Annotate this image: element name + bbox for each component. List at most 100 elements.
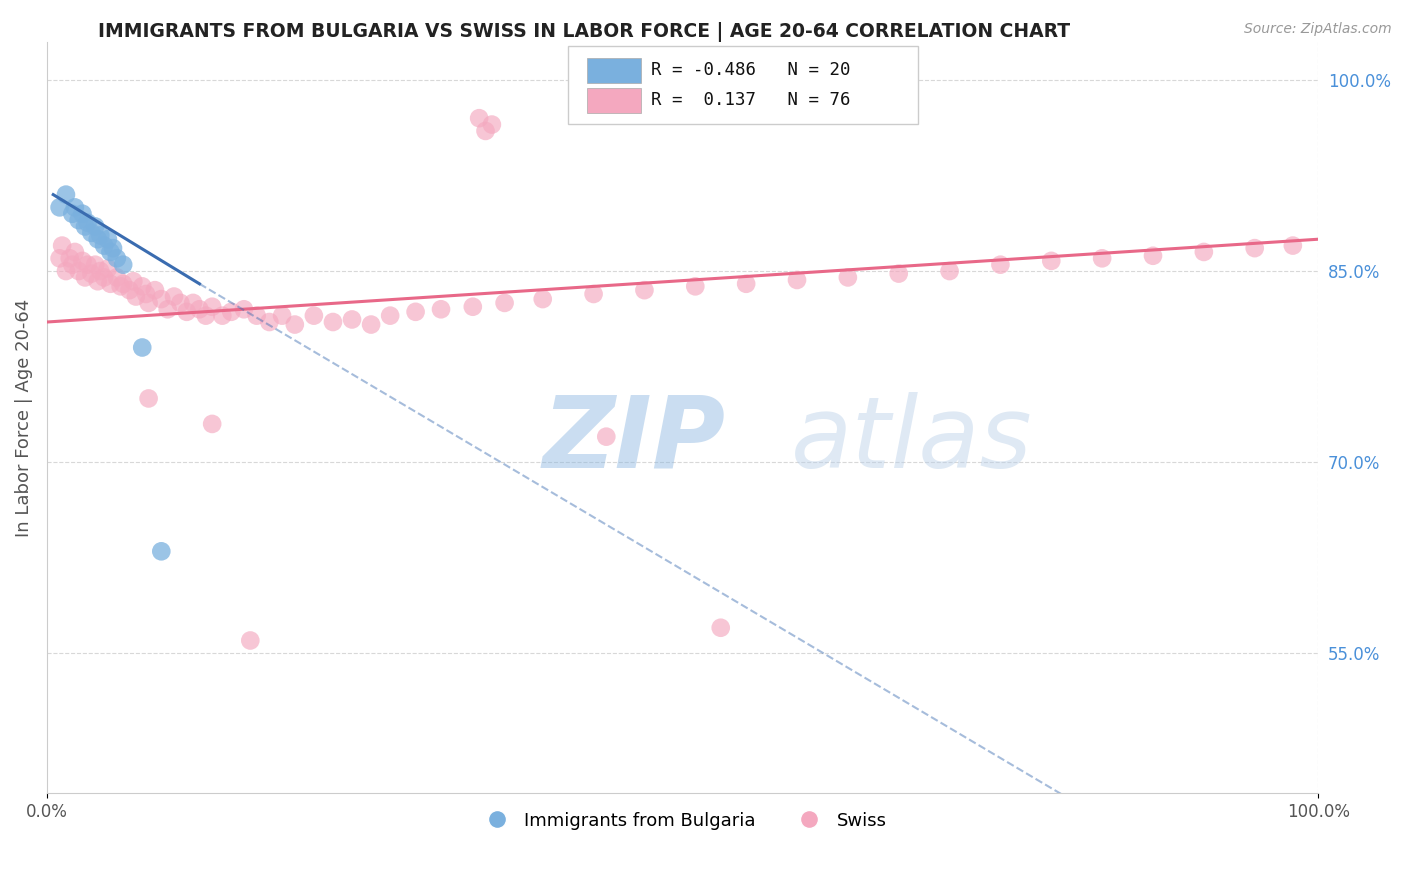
Point bbox=[87, 274, 110, 288]
Point bbox=[322, 315, 344, 329]
Point bbox=[135, 287, 157, 301]
Point bbox=[494, 296, 516, 310]
Point bbox=[138, 392, 160, 406]
Point bbox=[1282, 238, 1305, 252]
Point bbox=[63, 244, 86, 259]
Point bbox=[63, 200, 86, 214]
Text: IMMIGRANTS FROM BULGARIA VS SWISS IN LABOR FORCE | AGE 20-64 CORRELATION CHART: IMMIGRANTS FROM BULGARIA VS SWISS IN LAB… bbox=[98, 22, 1070, 42]
Point bbox=[89, 264, 111, 278]
Point bbox=[169, 296, 191, 310]
Point bbox=[97, 261, 120, 276]
Point bbox=[112, 258, 135, 272]
FancyBboxPatch shape bbox=[568, 45, 918, 125]
Point bbox=[76, 258, 98, 272]
Point bbox=[72, 253, 94, 268]
Point bbox=[60, 258, 83, 272]
Y-axis label: In Labor Force | Age 20-64: In Labor Force | Age 20-64 bbox=[15, 299, 32, 537]
Point bbox=[1243, 241, 1265, 255]
Point bbox=[122, 274, 145, 288]
Point bbox=[156, 302, 179, 317]
Point bbox=[93, 238, 115, 252]
Point bbox=[735, 277, 758, 291]
Point bbox=[259, 315, 281, 329]
Point bbox=[143, 283, 166, 297]
Point bbox=[685, 279, 707, 293]
Point bbox=[163, 289, 186, 303]
Point bbox=[112, 277, 135, 291]
Point bbox=[201, 300, 224, 314]
Point bbox=[51, 238, 73, 252]
Point bbox=[76, 216, 98, 230]
Point bbox=[100, 277, 122, 291]
Point bbox=[73, 219, 96, 234]
Point bbox=[118, 283, 141, 297]
Point bbox=[595, 430, 617, 444]
Text: ZIP: ZIP bbox=[543, 392, 725, 489]
Point bbox=[430, 302, 453, 317]
Point bbox=[302, 309, 325, 323]
Point bbox=[582, 287, 605, 301]
Point bbox=[48, 200, 70, 214]
Point bbox=[837, 270, 859, 285]
Point bbox=[125, 289, 148, 303]
Point bbox=[80, 226, 103, 240]
Point bbox=[150, 544, 173, 558]
Point bbox=[105, 252, 128, 266]
Point bbox=[201, 417, 224, 431]
Point bbox=[73, 270, 96, 285]
Point bbox=[233, 302, 256, 317]
Point bbox=[194, 309, 217, 323]
Point bbox=[55, 264, 77, 278]
Point bbox=[84, 258, 107, 272]
Point bbox=[60, 207, 83, 221]
Text: R = -0.486   N = 20: R = -0.486 N = 20 bbox=[651, 62, 851, 79]
Point bbox=[93, 270, 115, 285]
Point bbox=[181, 296, 204, 310]
Point bbox=[110, 279, 132, 293]
Point bbox=[59, 252, 82, 266]
Point bbox=[786, 273, 808, 287]
Legend: Immigrants from Bulgaria, Swiss: Immigrants from Bulgaria, Swiss bbox=[471, 805, 894, 837]
Text: R =  0.137   N = 76: R = 0.137 N = 76 bbox=[651, 91, 851, 110]
Point bbox=[271, 309, 294, 323]
Point bbox=[48, 252, 70, 266]
Point bbox=[633, 283, 655, 297]
Point bbox=[97, 232, 120, 246]
Point bbox=[105, 270, 128, 285]
FancyBboxPatch shape bbox=[588, 87, 641, 113]
Point bbox=[887, 267, 910, 281]
Point bbox=[67, 264, 90, 278]
Point bbox=[176, 305, 198, 319]
Point bbox=[468, 112, 491, 126]
Text: atlas: atlas bbox=[790, 392, 1032, 489]
Point bbox=[474, 124, 496, 138]
Point bbox=[89, 228, 111, 243]
Point bbox=[340, 312, 363, 326]
Point bbox=[55, 187, 77, 202]
Point bbox=[80, 267, 103, 281]
Point bbox=[938, 264, 960, 278]
Point bbox=[710, 621, 733, 635]
Point bbox=[405, 305, 427, 319]
FancyBboxPatch shape bbox=[588, 58, 641, 83]
Point bbox=[100, 244, 122, 259]
Point bbox=[84, 219, 107, 234]
Point bbox=[131, 279, 153, 293]
Point bbox=[378, 309, 401, 323]
Point bbox=[531, 292, 554, 306]
Point bbox=[481, 118, 503, 132]
Point bbox=[1091, 252, 1114, 266]
Point bbox=[87, 232, 110, 246]
Point bbox=[72, 207, 94, 221]
Point bbox=[360, 318, 382, 332]
Point bbox=[1192, 244, 1215, 259]
Point bbox=[239, 633, 262, 648]
Point bbox=[1040, 253, 1063, 268]
Point bbox=[188, 302, 211, 317]
Point bbox=[101, 241, 124, 255]
Point bbox=[246, 309, 269, 323]
Point bbox=[150, 292, 173, 306]
Point bbox=[131, 341, 153, 355]
Text: Source: ZipAtlas.com: Source: ZipAtlas.com bbox=[1244, 22, 1392, 37]
Point bbox=[219, 305, 242, 319]
